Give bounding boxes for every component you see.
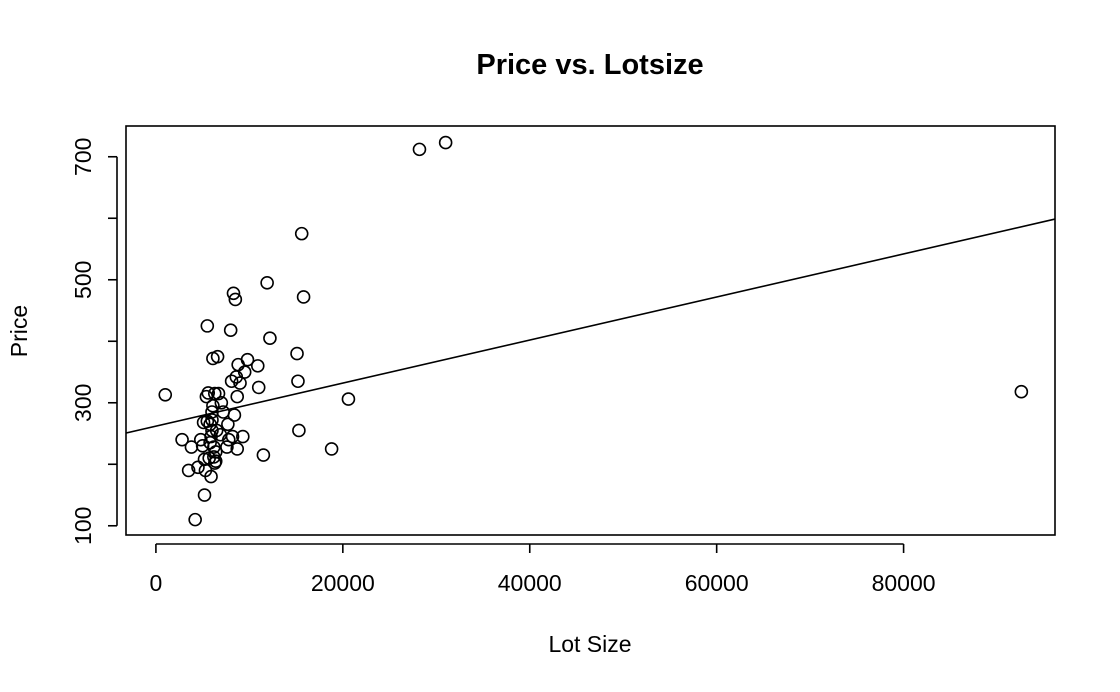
data-point: [201, 386, 216, 400]
data-point: [237, 365, 252, 379]
x-tick-label: 80000: [872, 570, 936, 596]
data-point: [230, 389, 245, 404]
data-point: [204, 469, 218, 484]
data-point: [294, 226, 309, 241]
data-point: [223, 323, 238, 337]
data-point: [324, 442, 339, 456]
data-point: [227, 408, 242, 422]
y-tick-label: 100: [70, 507, 96, 545]
x-tick-label: 40000: [498, 570, 562, 596]
data-point: [220, 440, 234, 454]
data-point: [290, 346, 304, 361]
data-point: [197, 452, 212, 467]
plot-frame: [125, 125, 1056, 536]
data-point: [251, 380, 266, 395]
data-point: [226, 286, 241, 301]
data-point: [191, 460, 205, 475]
y-axis-label: Price: [6, 305, 32, 357]
data-point: [188, 512, 202, 527]
data-point: [200, 319, 215, 333]
data-point: [222, 432, 236, 447]
data-point: [240, 352, 255, 367]
plot-area: 0 20000 40000 60000 80000 100 300 500 700: [70, 125, 1056, 596]
y-tick-label: 700: [70, 138, 96, 176]
data-point: [228, 292, 243, 307]
x-tick-label: 60000: [685, 570, 749, 596]
data-point: [291, 374, 305, 389]
x-tick-label: 0: [150, 570, 163, 596]
data-point: [256, 448, 271, 462]
data-point: [250, 359, 265, 373]
data-point: [263, 331, 277, 345]
chart-title: Price vs. Lotsize: [476, 49, 703, 81]
data-point: [236, 429, 250, 444]
data-point: [231, 357, 245, 372]
data-point: [230, 442, 245, 456]
data-point: [225, 429, 240, 444]
data-point: [224, 374, 239, 389]
x-axis-label: Lot Size: [548, 631, 631, 657]
data-point: [296, 290, 311, 304]
data-point: [292, 423, 306, 438]
data-point: [210, 349, 225, 364]
data-point: [233, 376, 247, 390]
data-point: [214, 395, 229, 410]
x-tick-label: 20000: [311, 570, 375, 596]
data-point: [205, 413, 219, 427]
data-point: [158, 387, 173, 402]
data-point: [211, 386, 226, 401]
data-point: [175, 432, 189, 447]
data-point: [1014, 384, 1029, 399]
y-tick-label: 500: [70, 261, 96, 299]
data-point: [260, 276, 274, 290]
data-point: [181, 463, 196, 478]
y-tick-label: 300: [70, 384, 96, 422]
data-point: [221, 417, 235, 432]
data-point: [197, 488, 212, 502]
data-point: [203, 435, 217, 450]
regression-line: [125, 218, 1056, 434]
data-point: [341, 392, 356, 406]
data-point: [206, 399, 220, 413]
data-point: [412, 142, 427, 157]
data-point: [438, 135, 453, 150]
